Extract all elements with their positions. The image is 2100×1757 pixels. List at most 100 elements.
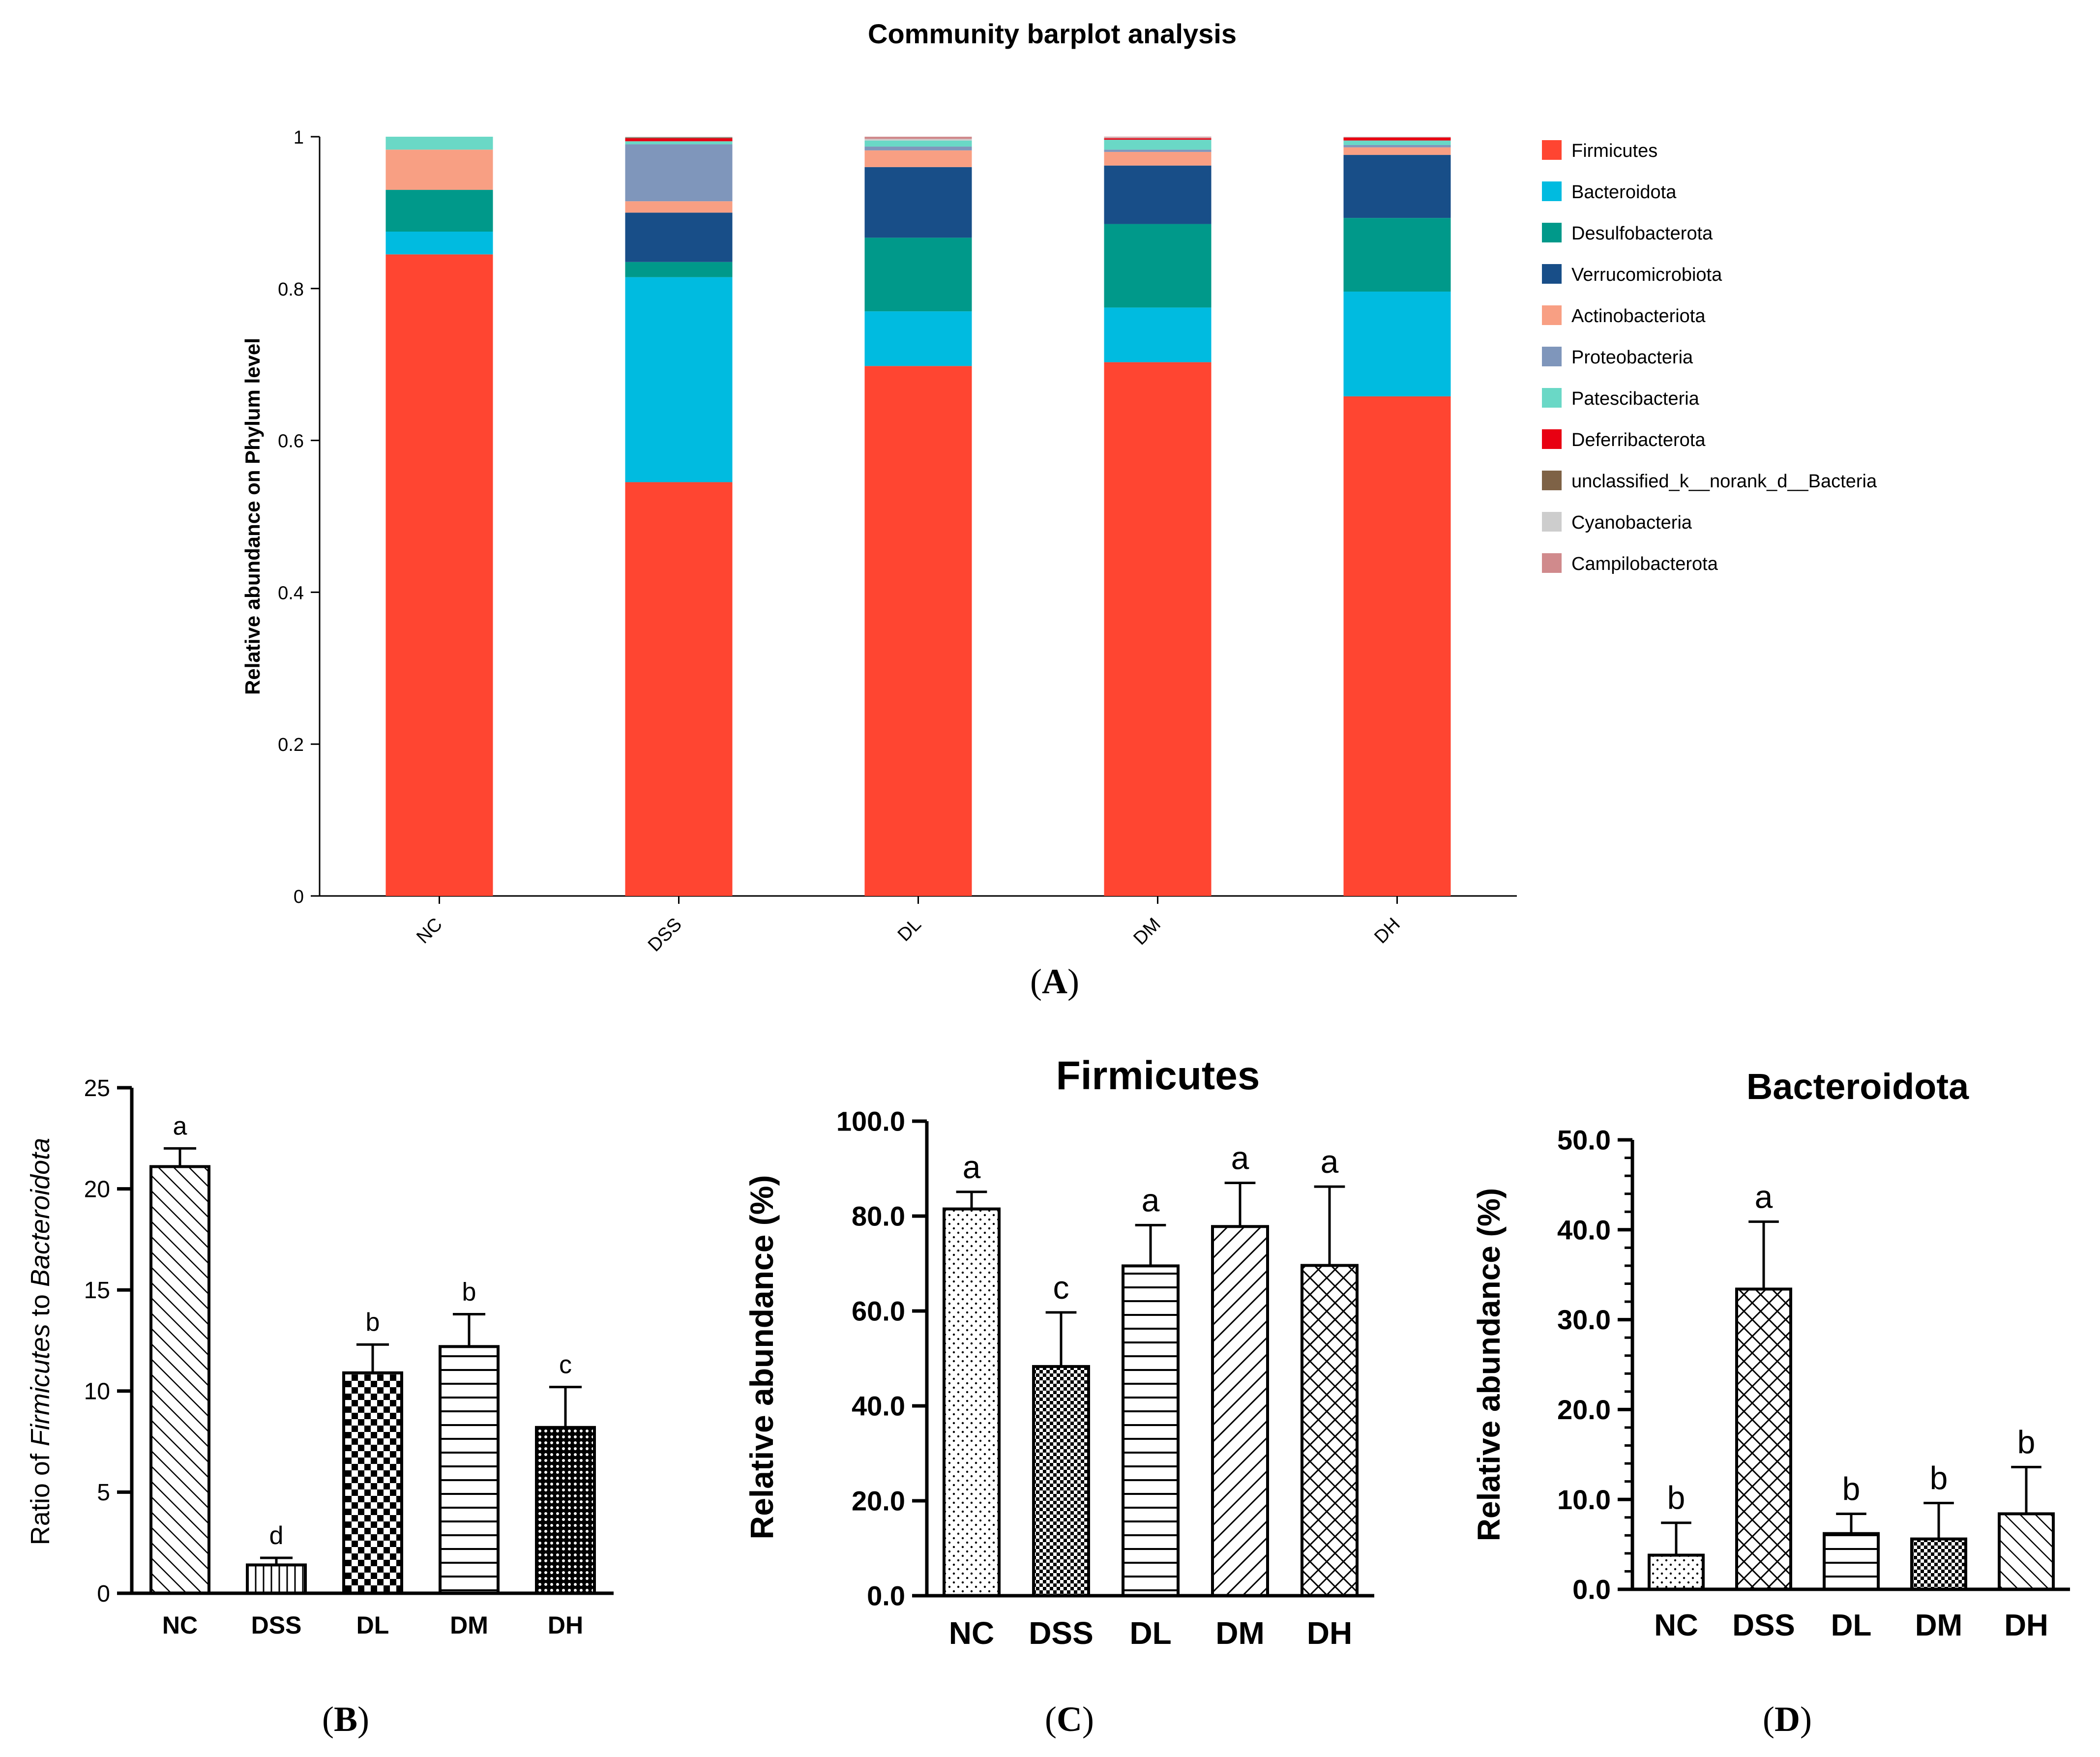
bar-segment xyxy=(625,144,733,202)
bar xyxy=(1032,1365,1090,1598)
legend-swatch xyxy=(1542,512,1562,532)
bar-segment xyxy=(1343,140,1451,145)
y-tick-label: 100.0 xyxy=(836,1106,905,1137)
chart-title: Firmicutes xyxy=(1056,1053,1260,1098)
bar xyxy=(1823,1532,1880,1591)
y-axis-label-part: Firmicutes xyxy=(26,1324,55,1446)
legend-label: Verrucomicrobiota xyxy=(1571,265,1722,285)
x-tick-label: DL xyxy=(1129,1615,1171,1651)
x-tick-label: DL xyxy=(356,1611,389,1639)
y-tick-label: 0.8 xyxy=(278,279,304,300)
legend-swatch xyxy=(1542,181,1562,201)
bar-segment xyxy=(385,254,493,896)
x-tick-label: NC xyxy=(413,914,446,948)
bar-segment xyxy=(625,137,733,139)
legend-label: Campilobacterota xyxy=(1571,554,1718,574)
bar-segment xyxy=(1104,140,1212,150)
x-tick-label: DM xyxy=(1129,914,1164,949)
y-axis-label: Relative abundance (%) xyxy=(1471,1188,1507,1541)
chart-panel-b: a NC d DSS b DL b DM c DH 0 5 10 15 20 25 Ratio of Firmi… xyxy=(26,1075,614,1639)
bar-segment xyxy=(625,137,733,138)
bar-segment xyxy=(864,311,972,366)
panel-label-b-letter: B xyxy=(333,1699,358,1739)
bar-segment xyxy=(864,147,972,150)
chart-panel-a: Community barplot analysis 0 0.2 0.4 0.6 0.8 1… xyxy=(241,18,1877,956)
panel-label-c: (C) xyxy=(1045,1699,1094,1739)
bar-segment xyxy=(1104,224,1212,308)
bar-segment xyxy=(625,141,733,145)
y-axis-label-part: to xyxy=(26,1287,55,1324)
bar xyxy=(535,1426,596,1595)
panel-label-b: (B) xyxy=(322,1699,369,1739)
significance-letter: b xyxy=(462,1278,476,1307)
y-tick-label: 0.0 xyxy=(867,1580,905,1611)
chart-panel-d: Bacteroidota b NC a DSS b DL b DM b DH 0.0 10.0 20.0 3… xyxy=(1471,1066,2070,1642)
bar-segment xyxy=(625,212,733,262)
bar-segment xyxy=(864,140,972,147)
significance-letter: c xyxy=(1053,1269,1069,1306)
bar-segment xyxy=(1104,137,1212,139)
bar-segment xyxy=(864,366,972,896)
y-tick-label: 30.0 xyxy=(1557,1304,1611,1335)
x-tick-label: NC xyxy=(162,1611,198,1639)
y-tick-label: 40.0 xyxy=(1557,1214,1611,1245)
significance-letter: a xyxy=(1755,1178,1773,1215)
bar xyxy=(1211,1225,1269,1597)
bar xyxy=(1910,1537,1967,1591)
bar-segment xyxy=(385,190,493,232)
y-tick-label: 10.0 xyxy=(1557,1484,1611,1515)
bar-segment xyxy=(1104,138,1212,140)
legend-label: Desulfobacterota xyxy=(1571,223,1713,244)
bar xyxy=(1648,1553,1705,1591)
bar-segment xyxy=(1104,307,1212,362)
y-tick-label: 0.4 xyxy=(278,583,304,603)
y-tick-label: 25 xyxy=(84,1075,110,1102)
bar-segment xyxy=(864,238,972,312)
legend-swatch xyxy=(1542,305,1562,325)
chart-panel-c: Firmicutes a NC c DSS a DL a DM a DH 0.0 20.0 40.0 60.… xyxy=(743,1053,1374,1651)
x-tick-label: DH xyxy=(2004,1608,2048,1642)
y-tick-label: 0 xyxy=(97,1581,110,1607)
bar-segment xyxy=(1343,145,1451,148)
bar-segment xyxy=(625,262,733,277)
y-tick-label: 0.0 xyxy=(1572,1574,1611,1605)
bar xyxy=(943,1207,1001,1597)
x-tick-label: DL xyxy=(1831,1608,1872,1642)
bar-segment xyxy=(1343,137,1451,141)
x-tick-label: DH xyxy=(1370,914,1404,948)
panel-label-a-letter: A xyxy=(1041,962,1067,1001)
x-tick-label: DM xyxy=(1215,1615,1265,1651)
x-tick-label: DSS xyxy=(1029,1615,1094,1651)
y-tick-label: 0.2 xyxy=(278,735,304,755)
legend-swatch xyxy=(1542,429,1562,449)
bar-segment xyxy=(864,139,972,141)
legend-swatch xyxy=(1542,264,1562,284)
x-tick-label: DSS xyxy=(251,1611,302,1639)
legend-swatch xyxy=(1542,140,1562,160)
bar-segment xyxy=(1104,165,1212,224)
legend-label: Firmicutes xyxy=(1571,141,1657,161)
y-tick-label: 15 xyxy=(84,1278,110,1304)
panel-label-d-letter: D xyxy=(1774,1699,1800,1739)
y-tick-label: 1 xyxy=(294,127,304,148)
bar xyxy=(246,1563,307,1595)
bar-segment xyxy=(1343,291,1451,397)
bar-segment xyxy=(864,137,972,139)
bar-segment xyxy=(385,232,493,255)
chart-title: Community barplot analysis xyxy=(868,18,1237,49)
x-tick-label: DL xyxy=(894,914,925,946)
legend-swatch xyxy=(1542,347,1562,366)
x-tick-label: DH xyxy=(1307,1615,1352,1651)
y-tick-label: 60.0 xyxy=(852,1296,905,1327)
chart-title: Bacteroidota xyxy=(1746,1066,1969,1107)
bar-segment xyxy=(1343,218,1451,292)
y-tick-label: 50.0 xyxy=(1557,1125,1611,1156)
bar-segment xyxy=(1104,151,1212,166)
x-tick-label: DM xyxy=(1915,1608,1962,1642)
significance-letter: a xyxy=(963,1149,981,1185)
y-axis-label: Ratio of Firmicutes to Bacteroidota xyxy=(26,1138,55,1545)
y-axis-label: Relative abundance (%) xyxy=(743,1175,780,1540)
bar-segment xyxy=(625,482,733,896)
significance-letter: d xyxy=(269,1521,284,1550)
